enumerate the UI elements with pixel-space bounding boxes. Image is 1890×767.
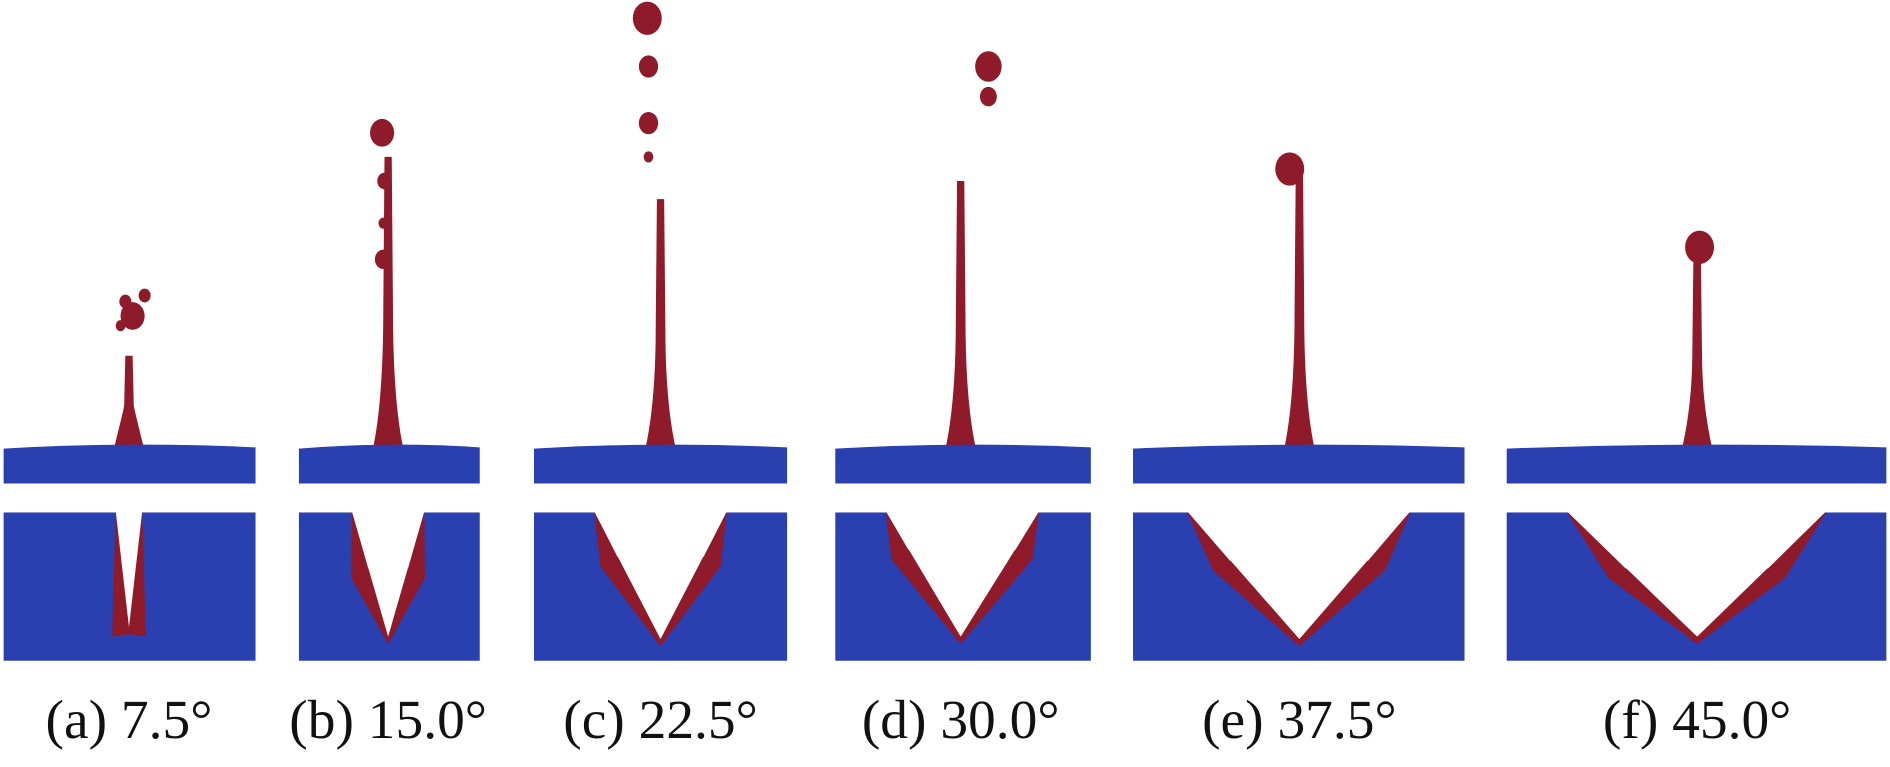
droplet (632, 1, 662, 35)
liquid-strip (1133, 444, 1465, 484)
panel-label: (e) 37.5° (1202, 689, 1397, 750)
droplet (378, 217, 389, 229)
groove-top (885, 511, 1040, 550)
droplet (638, 112, 659, 135)
panel: (e) 37.5° (1133, 152, 1465, 750)
droplet (1275, 152, 1305, 186)
droplet (374, 249, 392, 270)
jet (643, 199, 678, 456)
groove (115, 511, 143, 627)
panel: (a) 7.5° (3, 288, 256, 750)
jet (1680, 247, 1715, 456)
jet (943, 181, 978, 456)
groove-top (1566, 511, 1827, 569)
groove-top (594, 511, 727, 557)
jet (112, 355, 146, 456)
panel-label: (b) 15.0° (289, 689, 487, 750)
droplet (119, 294, 132, 309)
groove-top (1187, 511, 1411, 561)
droplet (115, 320, 126, 332)
jet (1282, 168, 1317, 456)
panel-label: (a) 7.5° (46, 689, 213, 750)
liquid-strip (1506, 444, 1887, 484)
droplet (975, 51, 1002, 82)
liquid-strip (298, 444, 480, 484)
liquid-strip (533, 444, 788, 484)
droplet (643, 151, 654, 163)
droplet (138, 288, 151, 303)
liquid-strip (3, 444, 256, 484)
droplet (370, 118, 395, 147)
droplet (120, 302, 145, 330)
droplet (638, 55, 659, 78)
panel: (b) 15.0° (289, 118, 487, 750)
panel: (d) 30.0° (835, 51, 1091, 750)
droplet (377, 172, 392, 190)
groove-top (351, 511, 425, 569)
panel: (f) 45.0° (1506, 230, 1887, 750)
panel-label: (f) 45.0° (1603, 689, 1791, 750)
droplet (1685, 230, 1715, 264)
jet (371, 156, 405, 456)
panel-label: (c) 22.5° (563, 689, 758, 750)
droplet (979, 86, 997, 107)
panel-label: (d) 30.0° (862, 689, 1060, 750)
panel: (c) 22.5° (533, 1, 788, 750)
liquid-strip (835, 444, 1091, 484)
